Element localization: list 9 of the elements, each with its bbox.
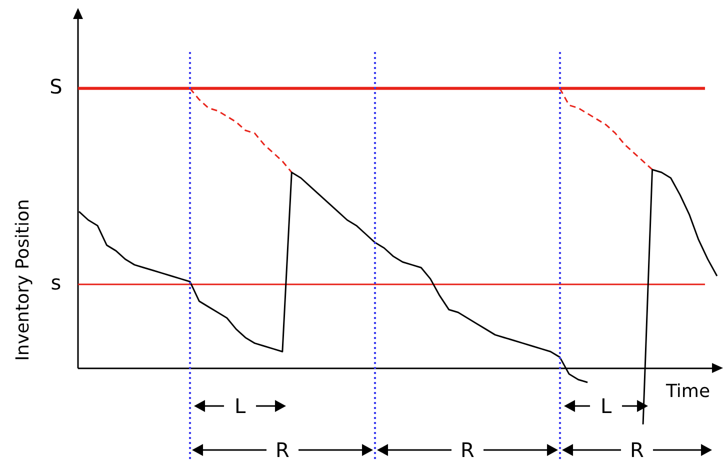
text: R <box>627 438 647 462</box>
ref-line-label: s <box>50 270 62 295</box>
y-axis-title: Inventory Position <box>12 199 34 361</box>
annotation: L <box>232 394 249 418</box>
ref-line-label: S <box>50 74 62 99</box>
x-axis-title: Time <box>664 381 710 402</box>
annotation: L <box>598 394 615 418</box>
text: R <box>458 438 478 462</box>
text: R <box>272 438 292 462</box>
